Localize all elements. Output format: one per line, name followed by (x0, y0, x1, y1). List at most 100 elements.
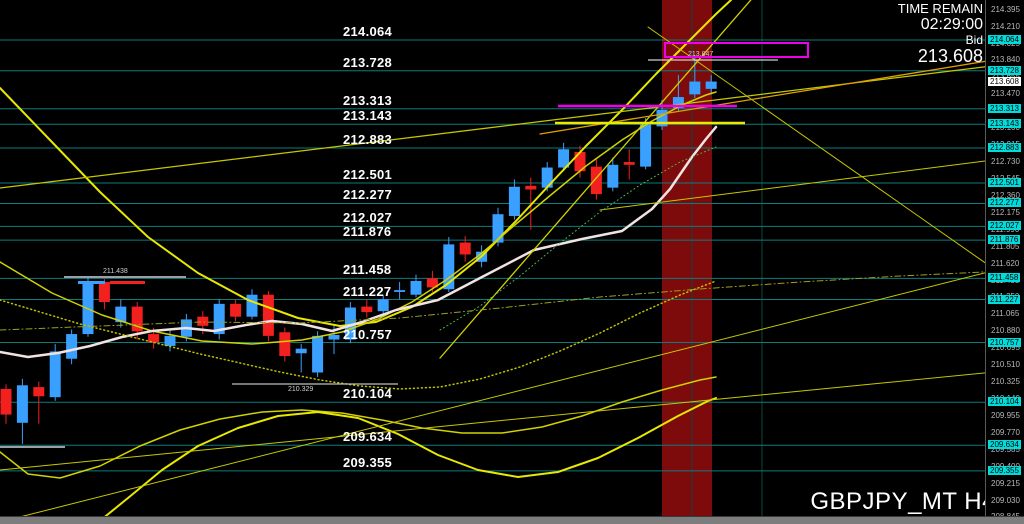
candle-body (574, 151, 586, 172)
axis-level-label: 211.458 (988, 273, 1021, 283)
candle-body (525, 185, 537, 190)
axis-level-label: 212.027 (988, 221, 1021, 231)
axis-tick-label: 213.470 (991, 89, 1020, 99)
candle-body (689, 81, 701, 95)
axis-tick-label: 209.770 (991, 427, 1020, 437)
candle-body (541, 167, 553, 188)
axis-tick-label: 212.175 (991, 207, 1020, 217)
price-level-label: 213.728 (343, 54, 393, 70)
axis-tick-label: 210.325 (991, 377, 1020, 387)
axis-level-label: 211.876 (988, 235, 1021, 245)
axis-tick-label: 212.730 (991, 157, 1020, 167)
axis-level-label: 211.227 (988, 294, 1021, 304)
price-level-label: 209.634 (343, 429, 393, 445)
candle-body (361, 306, 373, 313)
axis-level-label: 210.757 (988, 337, 1021, 347)
candle-body (148, 334, 160, 343)
axis-tick-label: 209.215 (991, 478, 1020, 488)
axis-tick-label: 213.840 (991, 55, 1020, 65)
candles (0, 55, 717, 444)
axis-level-label: 212.501 (988, 178, 1021, 187)
candle-body (49, 351, 61, 398)
candle-body (16, 385, 28, 423)
trendline-low-1 (0, 368, 1024, 471)
price-level-label: 212.027 (343, 210, 393, 226)
candle-body (295, 348, 307, 354)
candle-body (33, 387, 45, 397)
price-level-label: 213.143 (343, 108, 393, 124)
candle-body (705, 81, 717, 89)
price-axis[interactable]: 214.395214.210214.025213.840213.655213.4… (985, 0, 1024, 521)
white-line-210329-label: 210.329 (288, 386, 314, 393)
axis-tick-label: 210.510 (991, 360, 1020, 370)
price-level-label: 210.757 (343, 326, 393, 342)
axis-level-label: 209.355 (988, 465, 1021, 475)
session-band (662, 0, 712, 517)
candle-body (508, 186, 520, 217)
price-level-label: 211.876 (343, 224, 392, 240)
bottom-scrollbar[interactable] (0, 516, 1024, 524)
candle-body (640, 124, 652, 167)
axis-level-label: 210.104 (988, 397, 1021, 407)
candle-body (98, 281, 110, 303)
candle-body (459, 242, 471, 255)
gray-line-211438-label: 211.438 (103, 268, 128, 275)
axis-tick-label: 211.620 (991, 258, 1020, 268)
candle-body (344, 307, 356, 340)
candle-body (213, 303, 225, 335)
axis-level-label: 209.634 (988, 440, 1021, 450)
level-lines (0, 39, 985, 472)
axis-level-label: 213.143 (988, 119, 1021, 129)
info-panel: TIME REMAIN 02:29:00 Bid 213.608 (898, 2, 983, 66)
trendline-steep (439, 0, 752, 359)
axis-level-label: 212.277 (988, 198, 1021, 208)
trendline-upper (0, 61, 1024, 189)
blue-marker (78, 281, 105, 284)
axis-level-label: 213.728 (988, 65, 1021, 75)
upper-band-yellow (0, 0, 732, 327)
axis-tick-label: 214.210 (991, 21, 1020, 31)
lower-band-yellow (95, 397, 717, 524)
axis-tick-label: 210.880 (991, 326, 1020, 336)
candle-body (131, 306, 143, 332)
dashdot-ma (0, 269, 1024, 331)
candle-body (197, 316, 209, 326)
bid-value: 213.608 (917, 46, 983, 66)
time-remain-value: 02:29:00 (920, 16, 983, 33)
orange-line (539, 54, 1024, 135)
symbol-label: GBPJPY_MT H4 (810, 488, 996, 515)
trendline-low-2 (0, 262, 1024, 523)
price-level-label: 209.355 (343, 454, 393, 470)
price-level-label: 212.501 (343, 167, 393, 182)
price-level-label: 214.064 (343, 24, 393, 39)
candle-body (115, 306, 127, 323)
axis-tick-label: 214.395 (991, 4, 1020, 14)
red-marker (110, 281, 145, 284)
axis-tick-label: 209.955 (991, 410, 1020, 420)
candle-body (66, 334, 78, 359)
candle-body (82, 280, 94, 335)
candle-body (0, 388, 12, 415)
axis-bid-label: 213.608 (988, 76, 1021, 86)
candle-body (590, 166, 602, 195)
axis-tick-label: 211.805 (991, 241, 1020, 251)
candle-body (426, 278, 438, 288)
candle-body (607, 164, 619, 188)
candle-body (279, 332, 291, 357)
price-level-label: 212.883 (343, 132, 393, 148)
candle-body (328, 334, 340, 340)
white-line-213847-label: 213.847 (688, 51, 714, 58)
magenta-box (664, 42, 809, 58)
axis-level-label: 212.883 (988, 143, 1021, 153)
candle-body (410, 280, 422, 295)
candle-body (558, 149, 570, 168)
ma-white (0, 125, 718, 359)
candle-body (377, 299, 389, 312)
candle-body (672, 97, 684, 109)
candle-body (262, 294, 274, 336)
price-level-label: 210.104 (343, 386, 393, 402)
dotted-ma (0, 280, 717, 390)
price-level-label: 211.458 (343, 262, 392, 278)
